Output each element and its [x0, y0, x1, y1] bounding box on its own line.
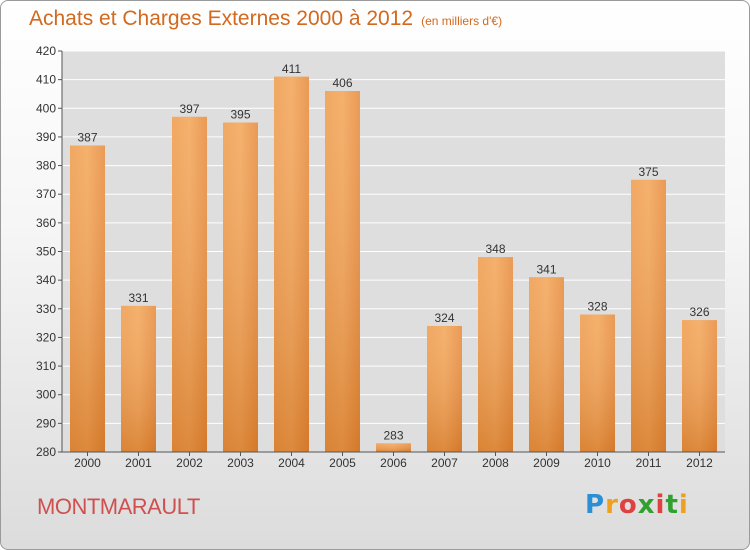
bar-shade — [325, 91, 360, 452]
y-tick-label: 290 — [36, 416, 56, 430]
y-tick-label: 360 — [36, 216, 56, 230]
bar-shade — [427, 325, 462, 452]
bar-shade — [172, 116, 207, 452]
data-label: 348 — [485, 242, 505, 256]
x-tick-label: 2005 — [329, 456, 356, 470]
y-tick-label: 350 — [36, 245, 56, 259]
logo-letter: P — [585, 490, 606, 520]
x-tick-label: 2008 — [482, 456, 509, 470]
bar-shade — [631, 179, 666, 452]
data-label: 395 — [230, 108, 250, 122]
bar-shade — [223, 122, 258, 452]
bar-shade — [70, 145, 105, 452]
chart-title: Achats et Charges Externes 2000 à 2012 (e… — [29, 7, 502, 31]
data-label: 341 — [536, 262, 556, 276]
x-axis: 2000 2001 2002 2003 2004 2005 2006 2007 2008 2009… — [62, 451, 725, 470]
bars: 387 331 397 395 411 406 283 324 348 341 328 375 326 — [70, 62, 717, 453]
x-tick-label: 2004 — [278, 456, 305, 470]
logo-letter: i — [678, 490, 689, 520]
data-label: 411 — [282, 62, 301, 76]
y-tick-label: 340 — [36, 273, 56, 287]
data-label: 397 — [179, 102, 199, 116]
x-tick-label: 2000 — [74, 456, 101, 470]
bar-shade — [274, 76, 309, 453]
bar-shade — [529, 277, 564, 452]
y-tick-label: 380 — [36, 159, 56, 173]
x-tick-label: 2006 — [380, 456, 407, 470]
x-tick-label: 2003 — [227, 456, 254, 470]
y-axis: 280 290 300 310 320 330 340 350 360 370 380 390 400 4… — [36, 44, 63, 459]
data-label: 326 — [689, 305, 709, 319]
chart-subtitle: (en milliers d'€) — [421, 14, 503, 28]
data-label: 406 — [332, 76, 352, 90]
logo-letter: r — [605, 490, 619, 520]
logo-letter: x — [637, 490, 656, 520]
bar-shade — [478, 257, 513, 452]
y-tick-label: 420 — [36, 44, 56, 58]
proxiti-logo: Proxiti — [585, 490, 689, 520]
x-tick-label: 2009 — [533, 456, 560, 470]
logo-letter: t — [665, 490, 679, 520]
bar-shade — [121, 305, 156, 452]
commune-name: MONTMARAULT — [37, 494, 200, 519]
x-tick-label: 2012 — [686, 456, 713, 470]
y-tick-label: 310 — [36, 359, 56, 373]
data-label: 324 — [434, 311, 454, 325]
bar-shade — [376, 443, 411, 452]
y-tick-label: 390 — [36, 130, 56, 144]
bar-shade — [682, 320, 717, 452]
logo-letter: o — [618, 490, 638, 520]
x-tick-label: 2011 — [636, 456, 662, 470]
y-tick-label: 300 — [36, 388, 56, 402]
x-tick-label: 2002 — [176, 456, 203, 470]
data-label: 331 — [128, 291, 148, 305]
y-tick-label: 370 — [36, 187, 56, 201]
y-tick-label: 410 — [36, 73, 56, 87]
y-tick-label: 330 — [36, 302, 56, 316]
bar-shade — [580, 314, 615, 452]
data-label: 375 — [638, 165, 658, 179]
data-label: 283 — [383, 428, 403, 442]
data-label: 387 — [77, 131, 97, 145]
x-tick-label: 2007 — [431, 456, 458, 470]
chart-title-text: Achats et Charges Externes 2000 à 2012 — [29, 7, 414, 30]
y-tick-label: 400 — [36, 101, 56, 115]
y-tick-label: 320 — [36, 330, 56, 344]
data-label: 328 — [587, 300, 607, 314]
y-tick-label: 280 — [36, 445, 56, 459]
logo-letter: i — [655, 490, 666, 520]
x-tick-label: 2010 — [584, 456, 611, 470]
x-tick-label: 2001 — [125, 456, 152, 470]
